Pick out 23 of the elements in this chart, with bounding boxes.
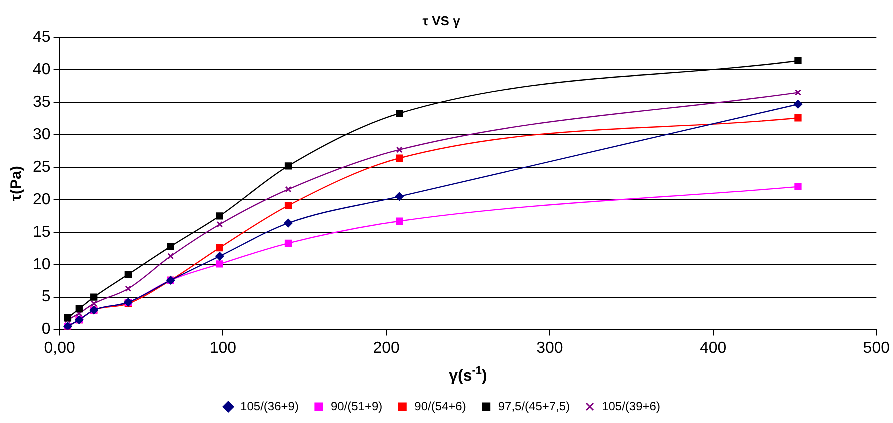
- y-tick-label: 15: [33, 224, 51, 241]
- x-tick-label: 200: [373, 340, 400, 357]
- y-tick-label: 10: [33, 256, 51, 274]
- y-tick-label: 40: [33, 61, 51, 78]
- legend-label: 105/(36+9): [240, 399, 299, 414]
- y-tick-label: 0: [42, 321, 51, 338]
- legend-label: 90/(51+9): [330, 399, 383, 414]
- y-tick-label: 45: [33, 29, 51, 46]
- x-tick-label: 300: [536, 340, 564, 357]
- x-tick-label: 500: [863, 340, 890, 357]
- x-tick-label: 0,00: [44, 340, 76, 357]
- chart-title: τ VS γ: [422, 13, 462, 28]
- legend-label: 97,5/(45+7,5): [498, 399, 570, 414]
- y-tick-label: 25: [33, 158, 51, 176]
- x-tick-label: 400: [700, 340, 727, 357]
- y-tick-label: 30: [33, 126, 51, 144]
- y-tick-label: 5: [42, 288, 51, 306]
- y-tick-label: 35: [33, 94, 51, 111]
- legend-label: 90/(54+6): [414, 399, 466, 414]
- x-tick-label: 100: [210, 340, 237, 357]
- legend-label: 105/(39+6): [602, 399, 660, 414]
- y-axis-title: τ(Pa): [8, 166, 26, 202]
- y-tick-label: 20: [33, 191, 51, 208]
